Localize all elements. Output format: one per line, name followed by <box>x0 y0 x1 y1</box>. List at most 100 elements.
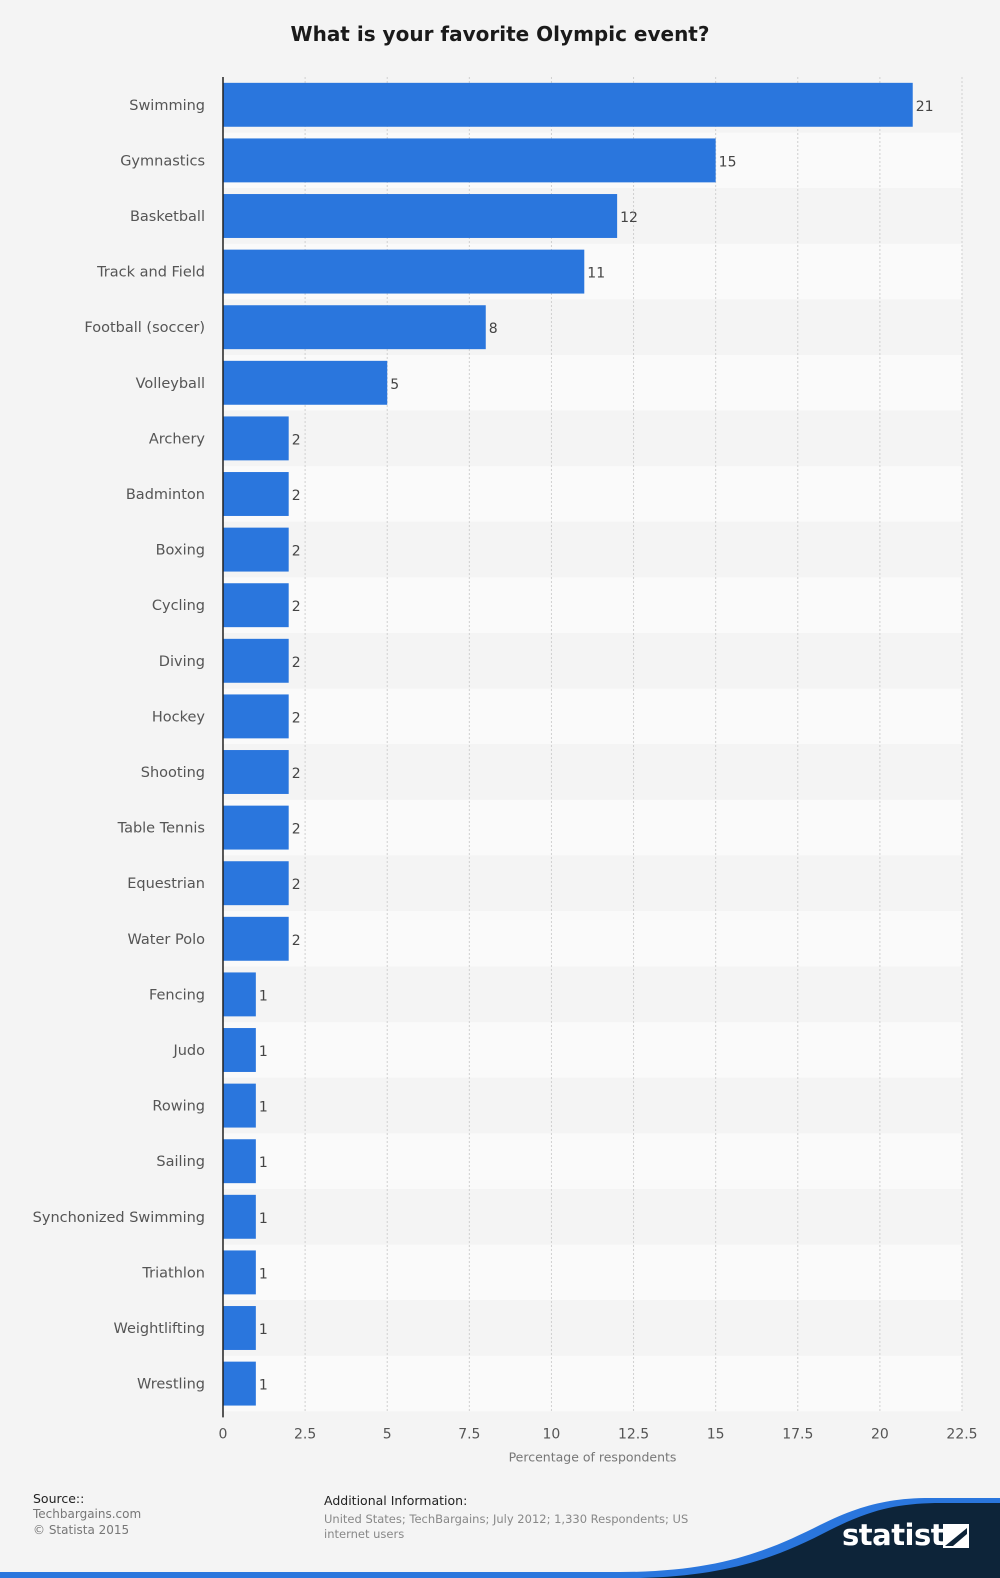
bar <box>223 1306 256 1350</box>
data-label: 1 <box>259 1322 268 1338</box>
data-label: 2 <box>292 488 301 504</box>
x-tick-label: 22.5 <box>946 1426 977 1442</box>
category-label: Judo <box>172 1043 205 1059</box>
category-label: Synchonized Swimming <box>33 1210 205 1226</box>
chart-title: What is your favorite Olympic event? <box>290 22 710 46</box>
bar <box>223 805 289 850</box>
row-band <box>223 1077 962 1134</box>
row-band <box>223 577 962 633</box>
bar <box>223 138 716 183</box>
data-label: 1 <box>259 1044 268 1060</box>
row-band <box>223 688 962 745</box>
row-band <box>223 799 962 856</box>
row-band <box>223 633 962 689</box>
bar <box>223 583 289 628</box>
data-label: 2 <box>292 655 301 671</box>
bar <box>223 1028 256 1072</box>
bar <box>223 1139 256 1184</box>
category-label: Weightlifting <box>113 1321 205 1337</box>
data-label: 2 <box>292 822 301 838</box>
row-band <box>223 855 962 911</box>
data-label: 2 <box>292 877 301 893</box>
additional-info-text: United States; TechBargains; July 2012; … <box>324 1512 689 1541</box>
x-axis-title: Percentage of respondents <box>509 1449 677 1464</box>
category-label: Rowing <box>152 1099 205 1115</box>
row-band <box>223 1022 962 1078</box>
additional-info-block: Additional Information: United States; T… <box>324 1493 724 1542</box>
row-band <box>223 1300 962 1356</box>
data-label: 15 <box>719 154 737 170</box>
brand-wave-dark <box>640 1503 1000 1578</box>
additional-info-heading: Additional Information: <box>324 1493 468 1508</box>
data-label: 1 <box>259 988 268 1004</box>
bar <box>223 638 289 683</box>
category-label: Shooting <box>141 765 205 781</box>
row-band <box>223 410 962 467</box>
x-tick-label: 0 <box>219 1426 228 1442</box>
bar <box>223 360 388 405</box>
x-tick-label: 15 <box>707 1426 725 1442</box>
bar <box>223 1194 256 1239</box>
category-label: Archery <box>149 431 206 447</box>
bar <box>223 472 289 516</box>
row-band <box>223 744 962 800</box>
source-heading: Source:: <box>33 1491 85 1506</box>
data-label: 2 <box>292 710 301 726</box>
row-band <box>223 466 962 522</box>
bar <box>223 82 913 127</box>
x-tick-label: 12.5 <box>618 1426 649 1442</box>
category-label: Football (soccer) <box>84 320 205 336</box>
bar <box>223 861 289 906</box>
data-label: 1 <box>259 1211 268 1227</box>
brand-wave-blue <box>0 1498 1000 1578</box>
category-label: Triathlon <box>141 1265 205 1281</box>
data-label: 2 <box>292 432 301 448</box>
row-band <box>223 521 962 578</box>
bar <box>223 527 289 572</box>
x-tick-label: 17.5 <box>782 1426 813 1442</box>
data-label: 2 <box>292 599 301 615</box>
statista-logo-icon <box>943 1524 969 1548</box>
row-band <box>223 911 962 967</box>
category-label: Gymnastics <box>120 153 205 169</box>
data-label: 5 <box>390 377 399 393</box>
data-label: 2 <box>292 544 301 560</box>
category-label: Cycling <box>152 598 205 614</box>
row-band <box>223 1189 962 1245</box>
x-tick-label: 10 <box>543 1426 561 1442</box>
category-label: Swimming <box>129 98 205 114</box>
copyright-line: © Statista 2015 <box>33 1523 130 1537</box>
bar <box>223 916 289 961</box>
bar <box>223 249 585 294</box>
category-label: Basketball <box>130 209 205 225</box>
category-label: Water Polo <box>128 932 206 948</box>
data-label: 1 <box>259 1100 268 1116</box>
data-label: 11 <box>587 266 605 282</box>
x-tick-label: 2.5 <box>294 1426 316 1442</box>
category-label: Fencing <box>149 987 205 1003</box>
category-label: Badminton <box>126 487 205 503</box>
data-label: 1 <box>259 1266 268 1282</box>
category-label: Diving <box>159 654 205 670</box>
bar <box>223 194 618 238</box>
row-band <box>223 1355 962 1412</box>
source-block: Source:: Techbargains.com © Statista 201… <box>33 1491 141 1538</box>
category-label: Boxing <box>156 543 205 559</box>
data-label: 1 <box>259 1155 268 1171</box>
category-label: Wrestling <box>137 1377 205 1393</box>
source-line[interactable]: Techbargains.com <box>33 1507 142 1521</box>
row-band <box>223 1133 962 1189</box>
bar <box>223 694 289 739</box>
bar <box>223 1361 256 1406</box>
category-label: Equestrian <box>127 876 205 892</box>
data-label: 12 <box>620 210 638 226</box>
x-tick-label: 5 <box>383 1426 392 1442</box>
category-label: Volleyball <box>136 376 205 392</box>
bar <box>223 750 289 794</box>
row-band <box>223 966 962 1023</box>
data-label: 2 <box>292 766 301 782</box>
row-band <box>223 1244 962 1301</box>
category-label: Track and Field <box>96 265 205 281</box>
bar <box>223 1250 256 1295</box>
x-tick-label: 7.5 <box>458 1426 480 1442</box>
